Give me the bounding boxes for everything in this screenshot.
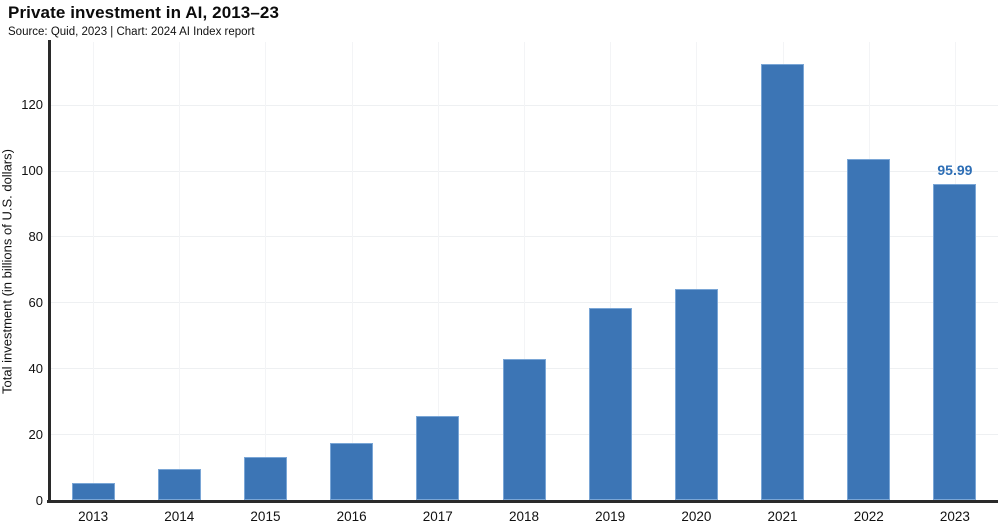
bar-2013: [71, 483, 115, 500]
x-tick-label: 2018: [508, 509, 540, 524]
x-tick-label: 2017: [422, 509, 453, 524]
bar-2021: [761, 63, 805, 500]
y-tick-label: 60: [28, 294, 43, 310]
bar-2016: [330, 443, 374, 500]
x-axis-line: [47, 500, 998, 503]
bar-2022: [847, 159, 891, 500]
x-tick-label: 2015: [250, 509, 281, 524]
bar-2017: [416, 416, 460, 500]
bar-2018: [502, 358, 546, 500]
chart-title: Private investment in AI, 2013–23: [8, 3, 280, 22]
y-tick-label: 120: [21, 97, 43, 113]
y-tick-label: 80: [28, 228, 43, 244]
gridline-vertical: [696, 42, 698, 500]
x-tick-label: 2023: [939, 509, 970, 524]
y-tick-label: 20: [28, 426, 43, 442]
x-tick-label: 2020: [681, 509, 712, 524]
gridline-vertical: [93, 42, 95, 500]
x-tick-label: 2019: [595, 509, 626, 524]
chart-subtitle: Source: Quid, 2023 | Chart: 2024 AI Inde…: [8, 26, 255, 38]
y-tick-label: 40: [28, 360, 43, 376]
bar-2015: [243, 456, 287, 500]
gridline-vertical: [265, 42, 267, 500]
y-tick-label: 100: [21, 163, 43, 178]
gridline-vertical: [524, 42, 525, 500]
x-tick-label: 2014: [164, 509, 195, 524]
x-tick-label: 2021: [767, 509, 798, 524]
bar-2020: [674, 289, 718, 500]
bar-value-label: 95.99: [937, 161, 973, 178]
y-tick-label: 0: [35, 492, 43, 508]
bar-2019: [588, 307, 632, 500]
x-tick-label: 2016: [336, 509, 367, 524]
bar-2023: [933, 183, 977, 500]
gridline-vertical: [351, 42, 353, 500]
gridline-vertical: [610, 42, 612, 500]
x-tick-label: 2022: [853, 509, 884, 524]
gridline-vertical: [179, 42, 181, 500]
gridline-vertical: [437, 42, 439, 500]
y-axis-line: [48, 40, 51, 502]
x-tick-label: 2013: [78, 509, 109, 524]
bar-2014: [157, 469, 201, 500]
